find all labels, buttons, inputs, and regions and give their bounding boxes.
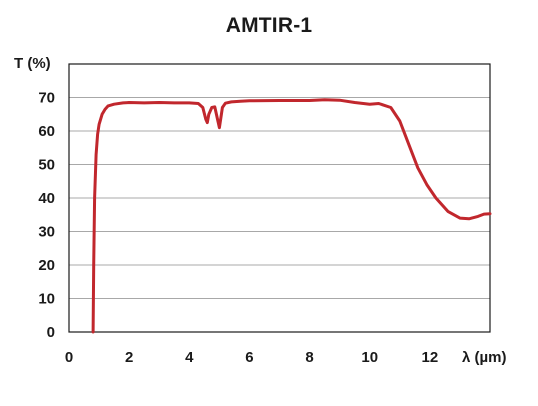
y-tick-label: 60 (38, 123, 55, 140)
transmission-curve (91, 98, 492, 334)
x-tick-label: 4 (185, 349, 194, 366)
grid-lines (69, 97, 490, 299)
y-tick-label: 20 (38, 257, 55, 274)
y-tick-label: 70 (38, 90, 55, 107)
x-tick-label: 10 (361, 349, 378, 366)
y-tick-label: 10 (38, 291, 55, 308)
x-tick-label: 8 (305, 349, 313, 366)
plot-frame (68, 63, 491, 333)
y-tick-label: 0 (47, 324, 55, 341)
y-axis-label: T (%) (14, 55, 51, 72)
y-tick-label: 40 (38, 190, 55, 207)
x-axis-label: λ (µm) (462, 349, 506, 366)
chart-title: AMTIR-1 (225, 14, 313, 37)
y-tick-label: 50 (38, 157, 55, 174)
y-tick-labels: 0 10 20 30 40 50 60 70 (38, 90, 55, 342)
y-tick-label: 30 (38, 224, 55, 241)
x-tick-label: 0 (65, 349, 73, 366)
x-tick-label: 2 (125, 349, 133, 366)
x-tick-labels: 0 2 4 6 8 10 12 (65, 349, 438, 366)
x-tick-label: 6 (245, 349, 253, 366)
x-tick-label: 12 (422, 349, 439, 366)
